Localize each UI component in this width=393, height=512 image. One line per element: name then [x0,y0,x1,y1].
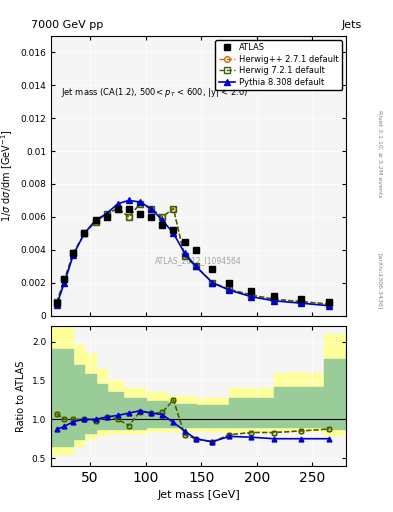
Herwig++ 2.7.1 default [249,292,253,298]
Herwig 7.2.1 default [193,263,198,269]
Herwig++ 2.7.1 default [271,296,276,302]
ATLAS [105,214,109,220]
Pythia 8.308 default [227,287,231,293]
Line: Pythia 8.308 default: Pythia 8.308 default [54,198,332,308]
Herwig++ 2.7.1 default [149,205,154,211]
Herwig++ 2.7.1 default [93,219,98,225]
ATLAS [54,300,59,306]
Herwig++ 2.7.1 default [62,276,67,283]
ATLAS [327,300,332,306]
Herwig 7.2.1 default [105,210,109,217]
Herwig 7.2.1 default [160,214,165,220]
Y-axis label: 1/$\sigma$ d$\sigma$/dm [GeV$^{-1}$]: 1/$\sigma$ d$\sigma$/dm [GeV$^{-1}$] [0,130,15,222]
Pythia 8.308 default [127,197,131,203]
X-axis label: Jet mass [GeV]: Jet mass [GeV] [157,490,240,500]
ATLAS [160,222,165,228]
Herwig++ 2.7.1 default [227,286,231,292]
Text: [arXiv:1306.3436]: [arXiv:1306.3436] [377,253,382,310]
Herwig 7.2.1 default [327,301,332,307]
Text: Jet mass (CA(1.2), 500< $p_{T}$ < 600, |y| < 2.0): Jet mass (CA(1.2), 500< $p_{T}$ < 600, |… [61,86,248,99]
Herwig++ 2.7.1 default [127,214,131,220]
Herwig 7.2.1 default [62,276,67,283]
Herwig++ 2.7.1 default [193,263,198,269]
Herwig 7.2.1 default [271,296,276,302]
Pythia 8.308 default [93,217,98,223]
ATLAS [149,214,154,220]
Pythia 8.308 default [116,201,120,207]
Herwig++ 2.7.1 default [105,210,109,217]
Herwig 7.2.1 default [299,298,304,305]
Pythia 8.308 default [210,280,215,286]
ATLAS [210,266,215,272]
Herwig 7.2.1 default [249,292,253,298]
Herwig++ 2.7.1 default [160,214,165,220]
Pythia 8.308 default [171,230,176,237]
ATLAS [249,288,253,294]
Herwig++ 2.7.1 default [182,253,187,260]
Herwig++ 2.7.1 default [82,230,87,237]
Pythia 8.308 default [193,263,198,269]
ATLAS [62,276,67,283]
ATLAS [227,280,231,286]
Herwig++ 2.7.1 default [138,201,142,207]
ATLAS [171,227,176,233]
ATLAS [116,205,120,211]
ATLAS [138,210,142,217]
Pythia 8.308 default [249,293,253,300]
Herwig 7.2.1 default [127,214,131,220]
Herwig 7.2.1 default [171,205,176,211]
Herwig++ 2.7.1 default [116,205,120,211]
Pythia 8.308 default [182,250,187,256]
ATLAS [71,250,76,256]
ATLAS [82,230,87,237]
Herwig 7.2.1 default [54,300,59,306]
Herwig 7.2.1 default [138,201,142,207]
ATLAS [93,217,98,223]
Pythia 8.308 default [105,210,109,217]
Pythia 8.308 default [160,217,165,223]
Pythia 8.308 default [82,230,87,237]
Herwig 7.2.1 default [116,205,120,211]
Herwig++ 2.7.1 default [210,280,215,286]
Herwig 7.2.1 default [210,280,215,286]
Line: Herwig++ 2.7.1 default: Herwig++ 2.7.1 default [54,201,332,307]
Herwig++ 2.7.1 default [54,300,59,306]
Pythia 8.308 default [299,300,304,306]
Pythia 8.308 default [71,251,76,258]
Herwig 7.2.1 default [149,205,154,211]
Herwig 7.2.1 default [82,230,87,237]
Line: ATLAS: ATLAS [54,206,332,306]
Pythia 8.308 default [138,199,142,205]
Pythia 8.308 default [327,303,332,309]
Pythia 8.308 default [271,297,276,304]
Line: Herwig 7.2.1 default: Herwig 7.2.1 default [54,201,332,307]
ATLAS [182,239,187,245]
Herwig 7.2.1 default [227,286,231,292]
ATLAS [127,205,131,211]
Pythia 8.308 default [149,205,154,211]
ATLAS [193,247,198,253]
Herwig++ 2.7.1 default [171,205,176,211]
ATLAS [271,293,276,299]
Herwig 7.2.1 default [71,250,76,256]
Text: Jets: Jets [341,20,362,31]
Text: ATLAS_2012_I1094564: ATLAS_2012_I1094564 [155,256,242,265]
ATLAS [299,296,304,302]
Herwig++ 2.7.1 default [327,301,332,307]
Herwig 7.2.1 default [93,219,98,225]
Pythia 8.308 default [62,280,67,286]
Herwig++ 2.7.1 default [71,250,76,256]
Pythia 8.308 default [54,302,59,308]
Y-axis label: Ratio to ATLAS: Ratio to ATLAS [16,360,26,432]
Legend: ATLAS, Herwig++ 2.7.1 default, Herwig 7.2.1 default, Pythia 8.308 default: ATLAS, Herwig++ 2.7.1 default, Herwig 7.… [215,40,342,90]
Text: 7000 GeV pp: 7000 GeV pp [31,20,104,31]
Herwig++ 2.7.1 default [299,298,304,305]
Text: Rivet 3.1.10, ≥ 3.2M events: Rivet 3.1.10, ≥ 3.2M events [377,110,382,198]
Herwig 7.2.1 default [182,253,187,260]
